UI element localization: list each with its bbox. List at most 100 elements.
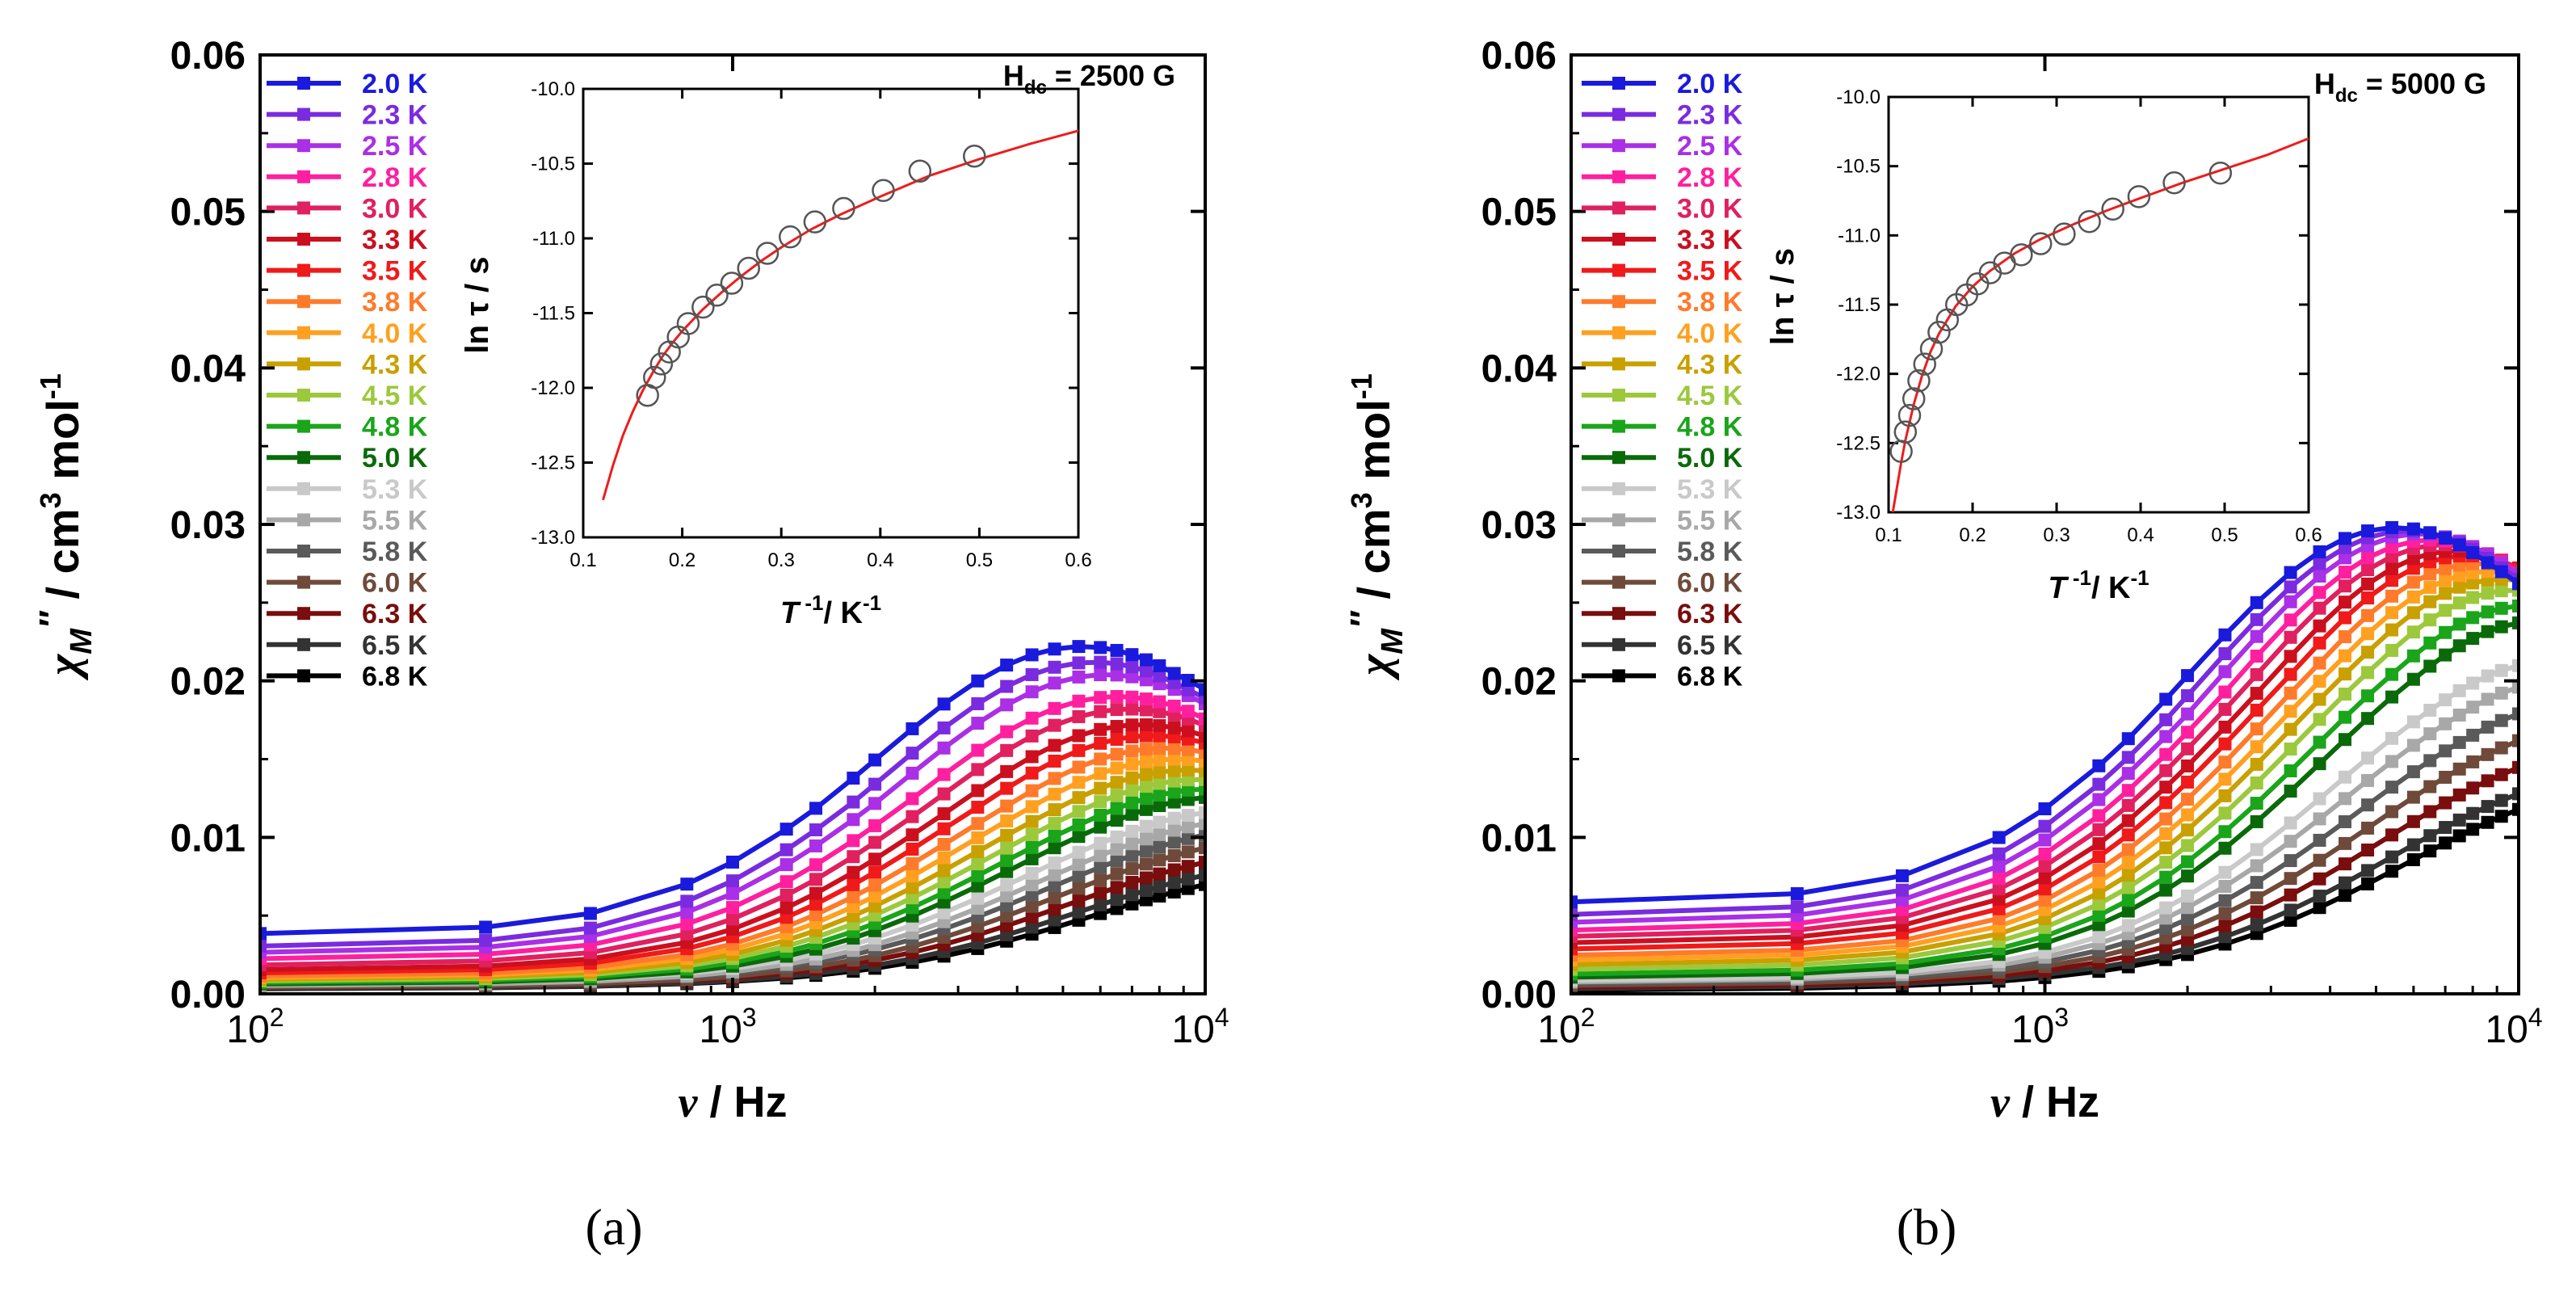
data-point	[1072, 857, 1086, 871]
inset-y-tick-label: -11.0	[532, 228, 575, 250]
data-point	[2121, 784, 2135, 798]
data-point	[2339, 532, 2352, 545]
data-point	[1167, 742, 1181, 755]
data-point	[2385, 574, 2399, 587]
data-point	[2452, 580, 2466, 594]
data-point	[2385, 731, 2399, 745]
data-point	[2159, 730, 2173, 743]
data-point	[780, 875, 793, 889]
legend-label: 6.8 K	[362, 661, 428, 692]
series-40K	[1571, 565, 2519, 967]
data-point	[2439, 770, 2452, 784]
data-point	[1025, 866, 1039, 880]
data-point	[1125, 744, 1139, 758]
series-40K	[260, 752, 1205, 984]
data-point	[1048, 868, 1061, 882]
data-point	[1048, 856, 1061, 870]
data-point	[2313, 586, 2326, 600]
data-point	[937, 787, 951, 801]
data-point	[2284, 566, 2297, 579]
data-point	[2494, 741, 2508, 755]
data-point	[2181, 793, 2195, 806]
data-point	[2218, 806, 2232, 820]
data-point	[2512, 583, 2519, 597]
field-value: = 2500 G	[1047, 59, 1175, 92]
data-point	[1094, 655, 1107, 669]
data-point	[1181, 752, 1195, 766]
data-point	[1139, 871, 1153, 885]
data-point	[2284, 722, 2297, 736]
data-point	[2092, 777, 2106, 791]
data-point	[1153, 719, 1166, 733]
data-point	[971, 869, 985, 882]
data-point	[847, 865, 860, 879]
data-point	[971, 817, 985, 831]
legend-marker	[1612, 170, 1625, 183]
legend-label: 5.5 K	[362, 505, 428, 536]
data-point	[2439, 796, 2452, 810]
data-point	[2250, 667, 2263, 681]
data-point	[2092, 837, 2106, 851]
data-point	[2250, 859, 2263, 873]
data-point	[2481, 587, 2494, 600]
data-point	[2512, 616, 2519, 629]
data-point	[1167, 764, 1181, 777]
data-point	[2181, 823, 2195, 837]
data-point	[2406, 575, 2420, 589]
data-point	[1125, 648, 1139, 662]
legend-marker	[297, 263, 310, 277]
data-point	[1139, 844, 1153, 858]
data-point	[2439, 693, 2452, 707]
legend-label: 5.8 K	[362, 537, 428, 567]
data-point	[1167, 835, 1181, 849]
data-point	[1181, 783, 1195, 797]
legend-label: 2.8 K	[1677, 162, 1743, 193]
data-point	[780, 823, 793, 836]
data-point	[906, 881, 919, 894]
data-point	[2452, 708, 2466, 722]
data-point	[2181, 855, 2195, 869]
data-point	[906, 891, 919, 905]
data-point	[1139, 832, 1153, 846]
data-point	[2313, 713, 2326, 726]
data-point	[1992, 872, 2006, 886]
data-point	[971, 717, 985, 730]
legend-marker	[1612, 638, 1625, 651]
y-axis-exp: 3	[1345, 492, 1378, 508]
data-point	[1167, 774, 1181, 788]
x-tick-exp: 4	[2528, 1003, 2543, 1032]
data-point	[809, 886, 823, 900]
data-point	[2406, 606, 2420, 620]
x-axis-label: ν / Hz	[1990, 1078, 2099, 1126]
data-point	[2385, 850, 2399, 864]
data-point	[1048, 718, 1061, 732]
series-30K	[260, 702, 1205, 972]
data-point	[809, 858, 823, 872]
inset-x-tick-label: 0.3	[2043, 524, 2070, 546]
data-point	[2481, 669, 2494, 683]
data-point	[1025, 766, 1039, 780]
data-point	[937, 838, 951, 852]
data-point	[1167, 667, 1181, 680]
data-point	[2512, 802, 2519, 816]
legend-label: 3.3 K	[362, 225, 428, 255]
data-point	[1992, 882, 2006, 896]
data-point	[847, 900, 860, 914]
data-point	[2512, 680, 2519, 694]
data-point	[1181, 724, 1195, 738]
data-point	[906, 766, 919, 780]
data-point	[2159, 781, 2173, 794]
data-point	[680, 917, 694, 931]
inset-y-tick-label: -11.0	[1838, 225, 1881, 246]
inset: 0.1 0.2 0.3 0.4 0.5 0.6 -13.0 -12.5 -12.0 -11.5 -1…	[460, 59, 1175, 630]
data-point	[2092, 930, 2106, 944]
data-point	[1048, 841, 1061, 855]
legend-label: 2.5 K	[362, 131, 428, 162]
panel-label: (b)	[1897, 1198, 1957, 1256]
data-point	[2406, 852, 2420, 866]
data-point	[2385, 781, 2399, 794]
data-point	[937, 875, 951, 889]
field-sub: dc	[2335, 85, 2358, 107]
x-tick-base: 10	[2011, 1008, 2054, 1051]
